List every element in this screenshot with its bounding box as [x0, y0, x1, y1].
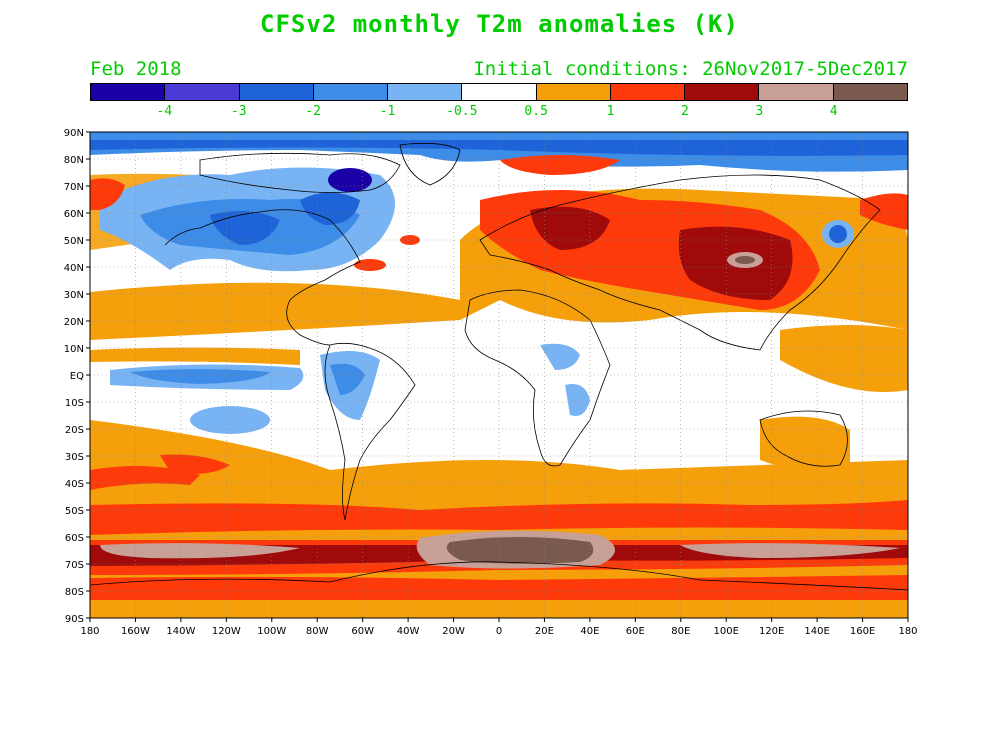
lat-tick-label: 10S: [65, 398, 84, 409]
colorbar-swatch: [91, 84, 166, 100]
colorbar-label: -3: [230, 104, 247, 119]
coastlines: [89, 142, 909, 591]
lon-tick-label: 20E: [535, 626, 554, 637]
colorbar-swatch: [388, 84, 463, 100]
colorbar-label: -0.5: [446, 104, 478, 119]
colorbar-swatch: [536, 84, 611, 100]
colorbar-label: -4: [156, 104, 173, 119]
colorbar-swatch: [313, 84, 389, 100]
colorbar-swatch: [165, 84, 240, 100]
lon-tick-label: 140W: [166, 626, 195, 637]
lon-tick-label: 40E: [580, 626, 599, 637]
colorbar-label: -2: [305, 104, 321, 119]
lon-tick-label: 140E: [804, 626, 829, 637]
lat-tick-label: 70S: [65, 560, 84, 571]
lat-tick-label: 40N: [64, 263, 84, 274]
lon-tick-label: 100E: [714, 626, 739, 637]
lon-tick-label: 160W: [121, 626, 150, 637]
lat-tick-label: 80N: [64, 155, 84, 166]
lon-tick-label: 180: [80, 626, 99, 637]
lat-tick-label: 50S: [65, 506, 84, 517]
colorbar-swatch: [462, 84, 537, 100]
lon-tick-label: 80E: [671, 626, 690, 637]
lat-tick-label: 20S: [65, 425, 84, 436]
lat-tick-label: 70N: [64, 182, 84, 193]
colorbar-swatch: [685, 84, 760, 100]
colorbar-label: 1: [606, 104, 615, 119]
colorbar-label: -1: [379, 104, 396, 119]
lon-tick-label: 60W: [351, 626, 374, 637]
colorbar: [90, 83, 908, 101]
colorbar-swatch: [833, 84, 907, 100]
lat-tick-label: 30N: [64, 290, 84, 301]
lat-tick-label: 10N: [64, 344, 84, 355]
lat-tick-label: 30S: [65, 452, 84, 463]
colorbar-swatch: [239, 84, 314, 100]
colorbar-label: 4: [829, 104, 838, 119]
colorbar-swatch: [610, 84, 686, 100]
colorbar-labels: -4 -3 -2 -1 -0.5 0.5 1 2 3 4: [90, 104, 908, 120]
initial-conditions-label: Initial conditions: 26Nov2017-5Dec2017: [473, 58, 908, 80]
lon-tick-label: 100W: [257, 626, 286, 637]
lat-tick-label: 60N: [64, 209, 84, 220]
lat-tick-label: 20N: [64, 317, 84, 328]
lon-tick-label: 160E: [850, 626, 875, 637]
colorbar-label: 3: [755, 104, 764, 119]
lon-tick-label: 120W: [212, 626, 241, 637]
latitude-labels: 90N 80N 70N 60N 50N 40N 30N 20N 10N EQ 10S 20S 30S 40…: [64, 128, 90, 625]
chart-title: CFSv2 monthly T2m anomalies (K): [260, 10, 739, 38]
lon-tick-label: 60E: [626, 626, 645, 637]
lat-tick-label: 60S: [65, 533, 84, 544]
lat-tick-label: 80S: [65, 587, 84, 598]
colorbar-swatch: [759, 84, 834, 100]
lat-tick-label: 50N: [64, 236, 84, 247]
map-grid: [90, 132, 908, 618]
lat-tick-label: 40S: [65, 479, 84, 490]
lon-tick-label: 120E: [759, 626, 784, 637]
valid-month-label: Feb 2018: [90, 58, 182, 80]
colorbar-label: 0.5: [524, 104, 548, 119]
lat-tick-label: 90S: [65, 614, 84, 625]
lon-tick-label: 20W: [442, 626, 465, 637]
lat-tick-label: EQ: [70, 371, 84, 382]
lon-tick-label: 40W: [397, 626, 420, 637]
lon-tick-label: 80W: [306, 626, 329, 637]
lon-tick-label: 180: [898, 626, 917, 637]
lat-tick-label: 90N: [64, 128, 84, 139]
lon-tick-label: 0: [496, 626, 502, 637]
colorbar-label: 2: [680, 104, 689, 119]
longitude-labels: 180 160W 140W 120W 100W 80W 60W 40W 20W 0 20E 40E 60…: [80, 618, 918, 637]
